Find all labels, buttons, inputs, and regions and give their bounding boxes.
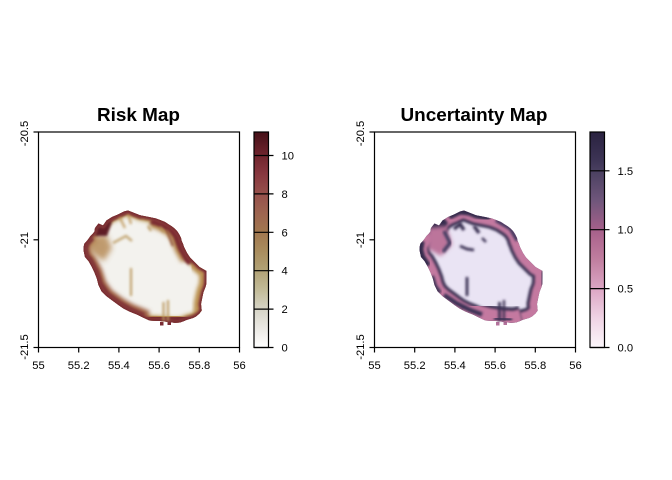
- svg-text:Risk Map: Risk Map: [97, 105, 180, 126]
- svg-text:55.2: 55.2: [68, 360, 90, 372]
- svg-text:-21: -21: [355, 232, 367, 248]
- svg-text:-20.5: -20.5: [19, 121, 31, 147]
- svg-text:56: 56: [233, 360, 245, 372]
- svg-text:55.2: 55.2: [404, 360, 426, 372]
- svg-text:-21.5: -21.5: [355, 334, 367, 360]
- svg-text:-20.5: -20.5: [355, 121, 367, 147]
- svg-text:55: 55: [368, 360, 380, 372]
- svg-text:Uncertainty Map: Uncertainty Map: [401, 105, 548, 126]
- svg-text:55.4: 55.4: [108, 360, 130, 372]
- svg-text:55.8: 55.8: [188, 360, 210, 372]
- svg-text:6: 6: [282, 227, 288, 239]
- svg-text:1.5: 1.5: [618, 166, 634, 178]
- svg-text:0.5: 0.5: [618, 284, 634, 296]
- svg-text:-21.5: -21.5: [19, 334, 31, 360]
- svg-text:55.8: 55.8: [524, 360, 546, 372]
- svg-text:0.0: 0.0: [618, 343, 634, 355]
- svg-text:55: 55: [32, 360, 44, 372]
- svg-text:55.6: 55.6: [484, 360, 506, 372]
- svg-text:4: 4: [282, 266, 288, 278]
- svg-text:56: 56: [569, 360, 581, 372]
- svg-text:1.0: 1.0: [618, 225, 634, 237]
- svg-text:55.6: 55.6: [148, 360, 170, 372]
- svg-text:10: 10: [282, 151, 294, 163]
- svg-text:-21: -21: [19, 232, 31, 248]
- svg-text:55.4: 55.4: [444, 360, 466, 372]
- svg-text:0: 0: [282, 343, 288, 355]
- svg-text:2: 2: [282, 304, 288, 316]
- svg-text:8: 8: [282, 189, 288, 201]
